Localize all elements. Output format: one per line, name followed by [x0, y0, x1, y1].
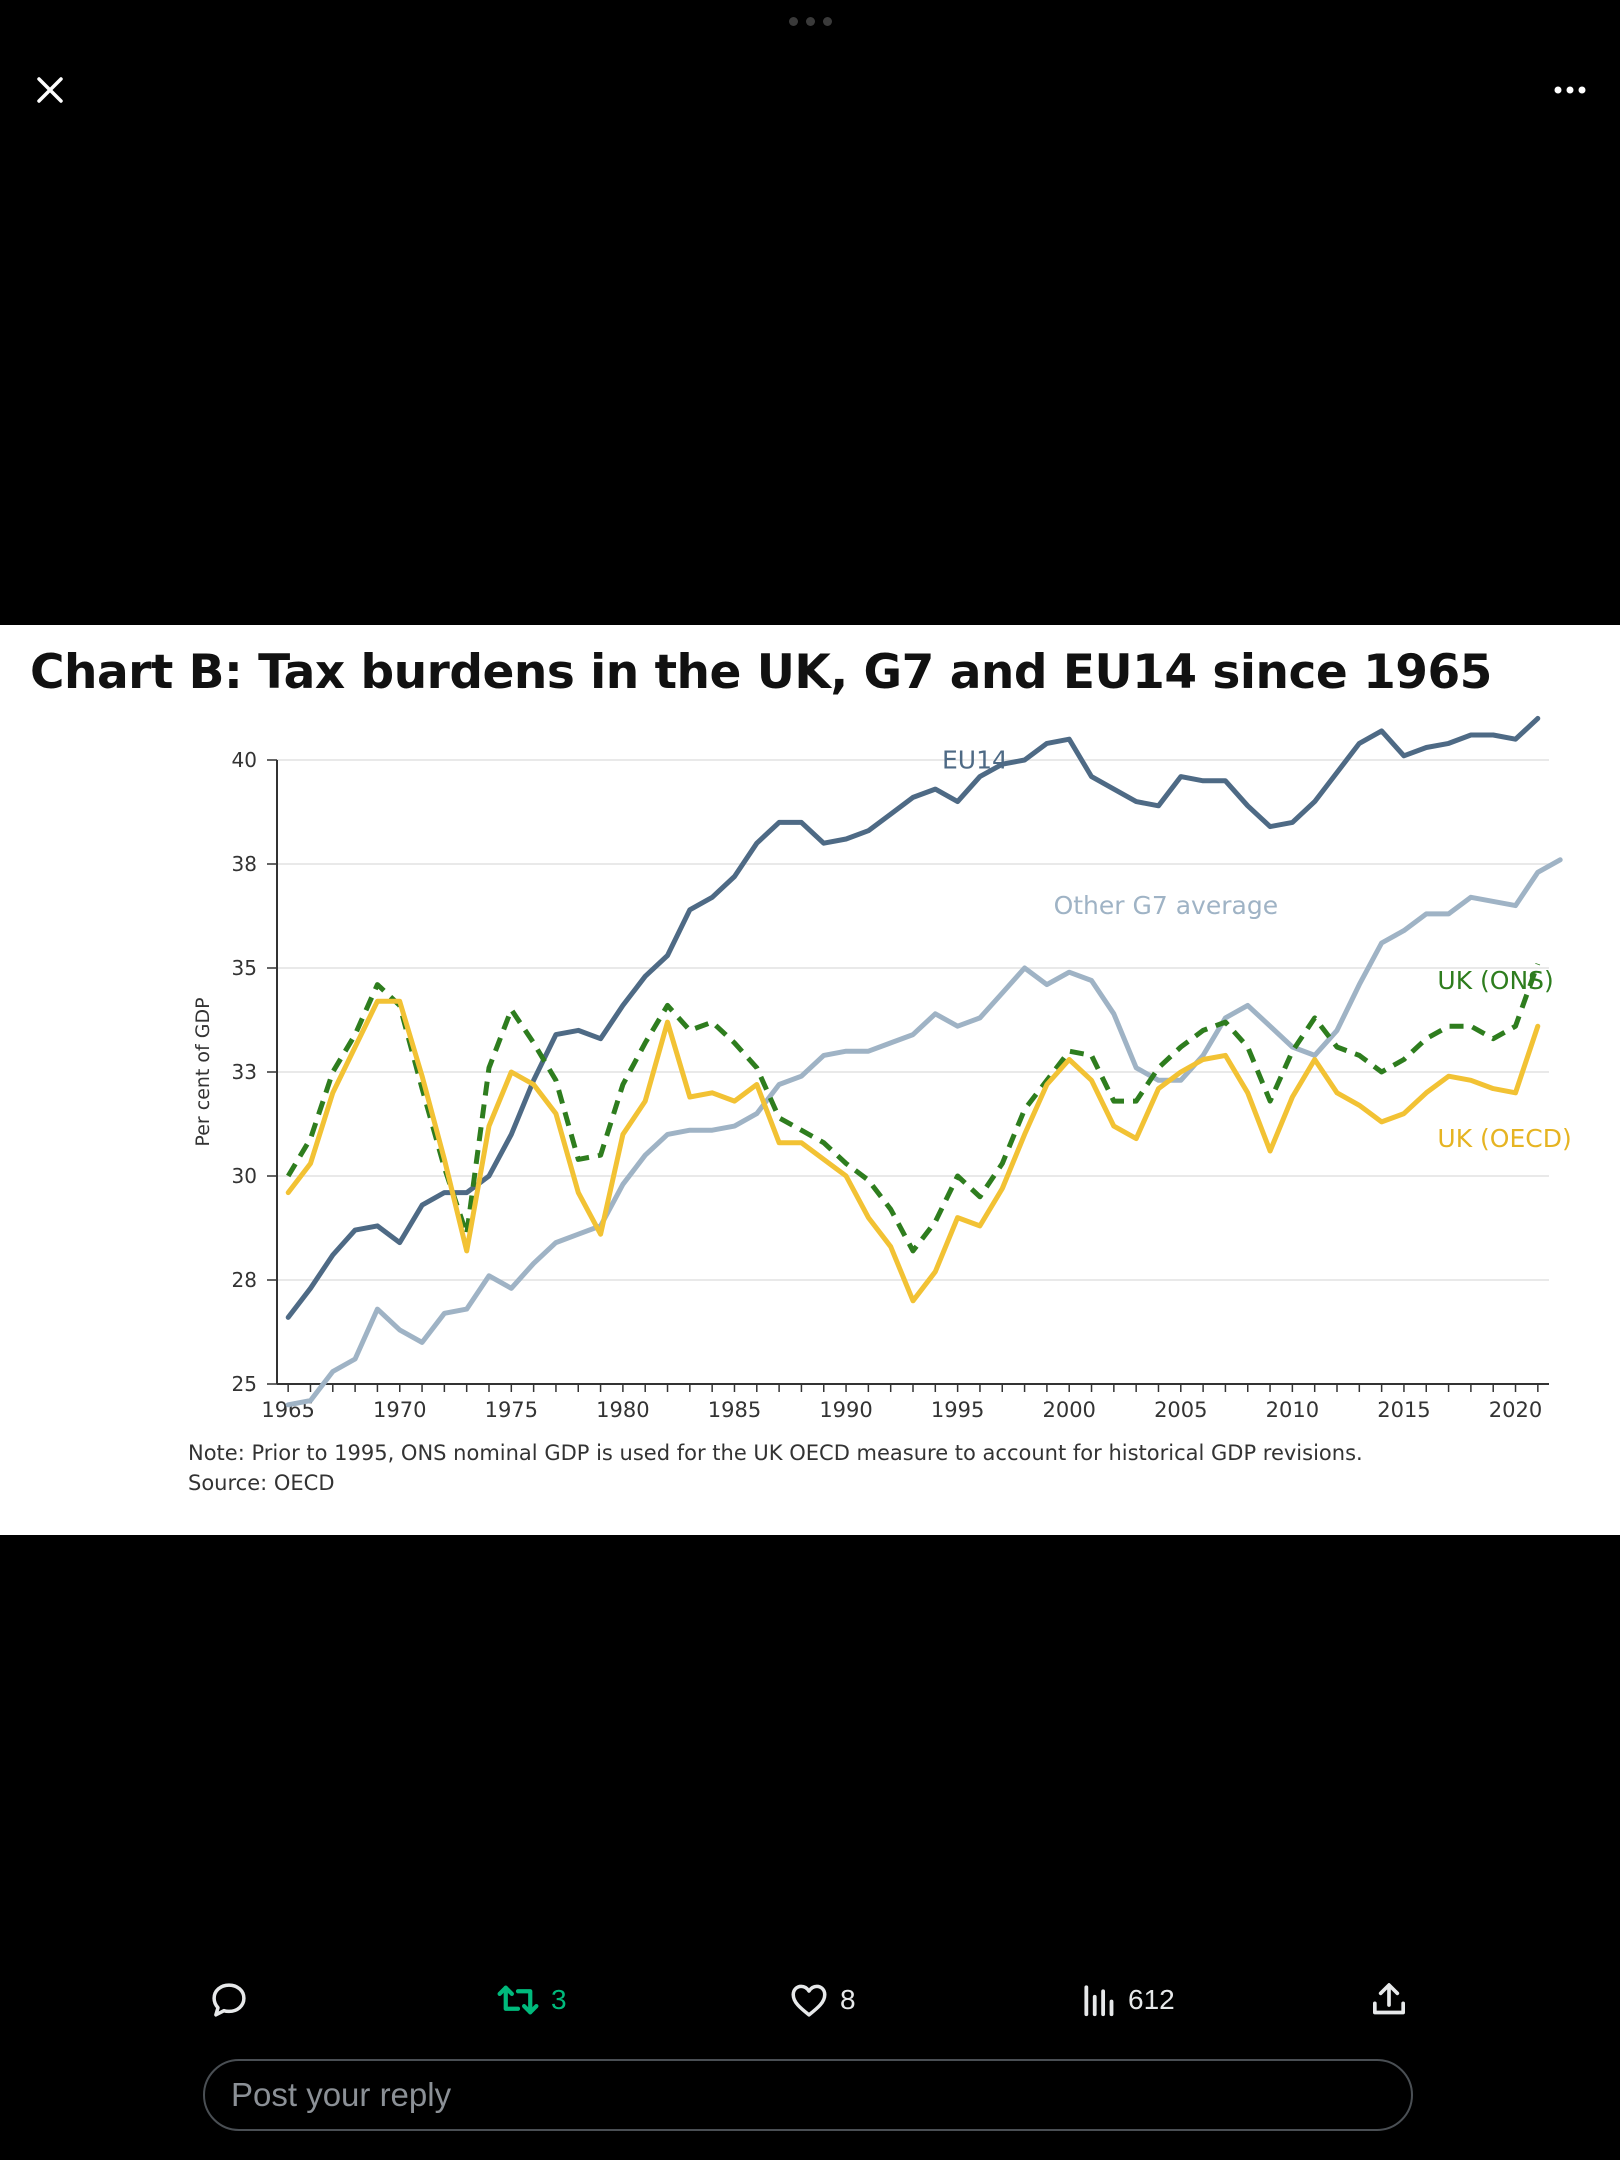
x-tick-label: 1970: [373, 1398, 426, 1422]
y-tick-label: 28: [232, 1268, 257, 1292]
retweet-icon: [497, 1985, 539, 2015]
series-line-uk-oecd: [285, 998, 1541, 1304]
y-tick-label: 33: [232, 1060, 257, 1084]
y-axis-label: Per cent of GDP: [192, 997, 214, 1146]
share-icon: [1373, 1983, 1405, 2015]
views-button[interactable]: 612: [1080, 1960, 1175, 2040]
x-tick-label: 1980: [596, 1398, 649, 1422]
share-button[interactable]: [1369, 1960, 1409, 2040]
chart-note: Note: Prior to 1995, ONS nominal GDP is …: [188, 1438, 1363, 1498]
chart-title: Chart B: Tax burdens in the UK, G7 and E…: [30, 645, 1492, 700]
retweet-button[interactable]: 3: [495, 1960, 567, 2040]
y-tick-label: 35: [232, 956, 257, 980]
like-button[interactable]: 8: [788, 1960, 856, 2040]
x-tick-label: 2005: [1154, 1398, 1207, 1422]
drag-handle[interactable]: [786, 14, 834, 28]
x-tick-label: 2020: [1489, 1398, 1542, 1422]
views-count: 612: [1128, 1984, 1175, 2015]
more-horizontal-icon: [1554, 86, 1586, 94]
reply-input[interactable]: [229, 2075, 1411, 2115]
reply-field[interactable]: [203, 2059, 1413, 2131]
source-text: Source: OECD: [188, 1471, 335, 1495]
y-tick-label: 30: [232, 1164, 257, 1188]
x-tick-label: 2010: [1266, 1398, 1319, 1422]
y-tick-label: 40: [232, 748, 257, 772]
bar-chart-icon: [1084, 1985, 1114, 2017]
close-icon: [37, 77, 63, 103]
x-tick-label: 1985: [708, 1398, 761, 1422]
action-bar: 3 8 612: [0, 1960, 1620, 2040]
series-line-uk-ons: [286, 962, 1541, 1254]
more-options-button[interactable]: [1530, 60, 1610, 120]
heart-icon: [791, 1984, 827, 2017]
series-line-other-g7-average: [285, 857, 1563, 1408]
series-label: Other G7 average: [1054, 891, 1279, 920]
reply-icon: [212, 1983, 246, 2017]
series-line-eu14: [285, 715, 1541, 1320]
series-label: UK (ONS): [1437, 966, 1553, 995]
series-label: EU14: [942, 745, 1008, 774]
retweet-count: 3: [551, 1984, 567, 2015]
like-count: 8: [840, 1984, 856, 2015]
x-tick-label: 2015: [1377, 1398, 1430, 1422]
x-tick-label: 1975: [485, 1398, 538, 1422]
reply-button[interactable]: [208, 1960, 250, 2040]
y-tick-label: 38: [232, 852, 257, 876]
y-tick-label: 25: [232, 1372, 257, 1396]
x-tick-label: 1995: [931, 1398, 984, 1422]
close-button[interactable]: [10, 60, 90, 120]
x-tick-label: 1990: [819, 1398, 872, 1422]
series-label: UK (OECD): [1437, 1124, 1571, 1153]
x-tick-label: 2000: [1042, 1398, 1095, 1422]
media-image: Chart B: Tax burdens in the UK, G7 and E…: [0, 625, 1620, 1535]
note-text: Note: Prior to 1995, ONS nominal GDP is …: [188, 1441, 1363, 1465]
